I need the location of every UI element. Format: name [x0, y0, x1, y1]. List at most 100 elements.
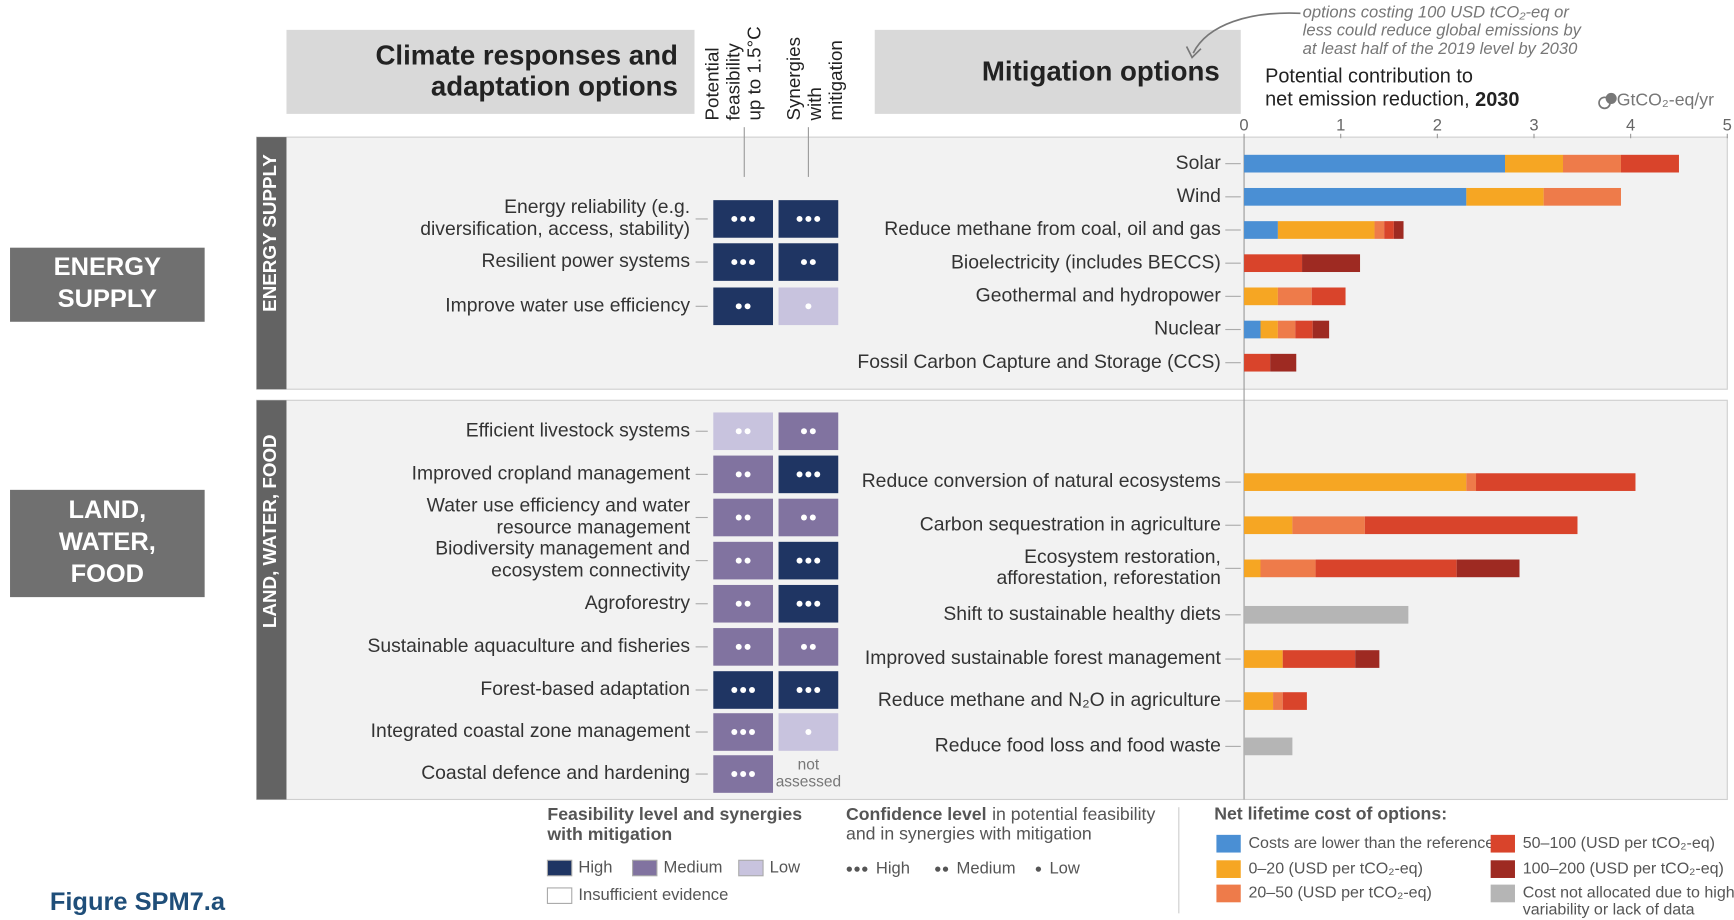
confidence-dot — [805, 600, 812, 607]
bar-segment — [1384, 221, 1394, 239]
matrix-cell — [713, 584, 774, 623]
bar-segment — [1277, 221, 1375, 239]
confidence-dot — [805, 215, 812, 222]
bar-segment — [1260, 559, 1316, 578]
legend-title: Feasibility level and synergies with miti… — [546, 804, 802, 844]
category-label: Nuclear — [1154, 318, 1221, 340]
confidence-dot — [735, 643, 742, 650]
bar-segment — [1456, 559, 1520, 578]
confidence-dot — [800, 643, 807, 650]
matrix-cell — [713, 412, 774, 451]
legend-swatch — [546, 887, 573, 904]
matrix-cell — [778, 628, 839, 666]
bar-segment — [1244, 692, 1274, 710]
bar-segment — [1244, 353, 1271, 372]
legend-swatch — [738, 859, 764, 877]
confidence-dot — [735, 428, 742, 435]
legend-label: 50–100 (USD per tCO₂-eq) — [1523, 834, 1715, 852]
bar-segment — [1374, 221, 1385, 239]
option-label: Biodiversity management and ecosystem con… — [435, 538, 690, 582]
section-box-label: ENERGY SUPPLY — [54, 253, 161, 313]
bar-segment — [1244, 287, 1278, 306]
column-header: Synergieswithmitigation — [783, 37, 846, 122]
bar-segment — [1244, 187, 1467, 206]
option-label: Integrated coastal zone management — [371, 720, 691, 742]
bar-segment — [1244, 737, 1293, 756]
confidence-dot — [735, 600, 742, 607]
legend-title-bold: Confidence level — [846, 804, 987, 824]
bar-segment — [1244, 605, 1409, 624]
annotation-arrowhead — [1185, 46, 1202, 59]
option-label: Improved cropland management — [412, 462, 691, 484]
confidence-dot — [805, 303, 812, 310]
confidence-dot — [731, 729, 738, 736]
confidence-dot — [749, 259, 755, 266]
legend-label: 100–200 (USD per tCO₂-eq) — [1523, 859, 1724, 877]
bar-segment — [1244, 650, 1283, 668]
confidence-dot — [809, 428, 816, 435]
x-tick-label: 5 — [1723, 115, 1732, 134]
confidence-dot — [731, 259, 738, 266]
axis-title: Potential contribution to net emission re… — [1265, 66, 1473, 111]
legend-label: Cost not allocated due to high variabilit… — [1523, 884, 1734, 919]
confidence-dot — [749, 687, 755, 693]
bar-segment — [1315, 559, 1457, 578]
confidence-dot — [749, 215, 755, 222]
legend-swatch — [1490, 884, 1515, 903]
category-label: Reduce conversion of natural ecosystems — [862, 470, 1221, 492]
unit-icon — [1605, 92, 1617, 104]
confidence-dot — [744, 557, 751, 564]
legend-label: Insufficient evidence — [578, 885, 728, 904]
land-sidebar — [256, 400, 287, 800]
confidence-dot — [809, 643, 816, 650]
bar-segment — [1282, 692, 1307, 710]
confidence-dot — [744, 471, 751, 478]
matrix-cell — [713, 498, 774, 537]
x-tick-label: 3 — [1529, 115, 1538, 134]
legend-swatch — [1490, 860, 1515, 878]
legend-dot — [862, 866, 868, 872]
legend-dot — [942, 866, 949, 872]
option-label: Water use efficiency and water resource m… — [427, 495, 691, 539]
category-label: Reduce methane and N₂O in agriculture — [878, 689, 1221, 711]
confidence-dot — [744, 303, 751, 310]
confidence-dot — [800, 428, 807, 435]
legend-text: in potential feasibility — [992, 804, 1155, 824]
confidence-dot — [796, 471, 803, 478]
confidence-dot — [735, 303, 742, 310]
legend-title: Confidence level in potential feasibility — [846, 804, 1155, 824]
confidence-dot — [800, 514, 807, 521]
matrix-cell — [713, 287, 774, 326]
confidence-dot — [740, 215, 747, 222]
section-side-label: ENERGY SUPPLY — [259, 154, 280, 312]
axis-title-year: 2030 — [1475, 89, 1519, 111]
matrix-cell — [778, 412, 839, 451]
confidence-dot — [744, 514, 751, 521]
bar-segment — [1505, 154, 1563, 173]
confidence-dot — [740, 687, 747, 693]
confidence-dot — [805, 687, 812, 693]
legend-text: and in synergies with mitigation — [846, 824, 1092, 844]
energy-box — [10, 247, 205, 322]
bar-segment — [1292, 516, 1365, 535]
confidence-dot — [809, 259, 816, 266]
matrix-cell — [713, 541, 774, 580]
option-label: Agroforestry — [585, 592, 691, 614]
bar-segment — [1244, 154, 1506, 173]
confidence-dot — [735, 514, 742, 521]
x-tick-label: 1 — [1336, 115, 1345, 134]
bar-segment — [1364, 516, 1578, 535]
confidence-dot — [731, 771, 738, 778]
bar-segment — [1244, 320, 1261, 339]
confidence-dot — [731, 687, 738, 693]
option-label: Coastal defence and hardening — [421, 762, 690, 784]
bar-segment — [1244, 559, 1261, 578]
chart-annotation: options costing 100 USD tCO₂-eq or less c… — [1303, 3, 1583, 58]
bar-segment — [1543, 187, 1621, 206]
confidence-dot — [814, 557, 821, 564]
confidence-dot — [740, 259, 747, 266]
confidence-dot — [731, 215, 738, 222]
confidence-dot — [814, 471, 821, 478]
mitigation-header — [874, 29, 1241, 114]
legend-label: High — [876, 859, 910, 878]
